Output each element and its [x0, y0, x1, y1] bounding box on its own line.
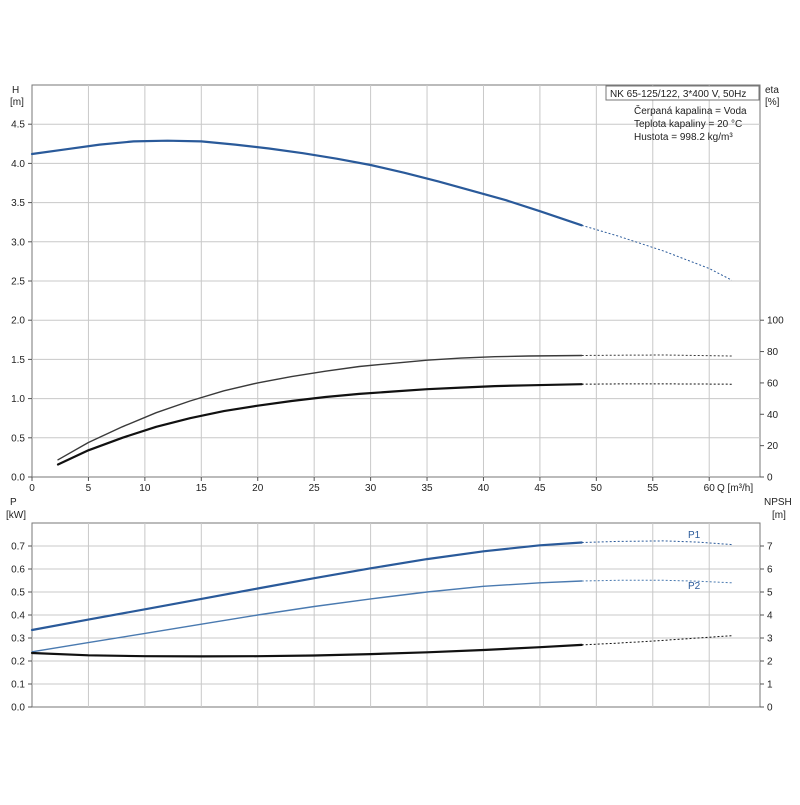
- head-curve-solid: [32, 141, 582, 226]
- bottom-left-tick-label: 0.3: [11, 634, 25, 645]
- x-tick-label: 0: [29, 483, 35, 494]
- top-left-tick-label: 2.0: [11, 316, 25, 327]
- bottom-right-axis-label-line2: [m]: [772, 510, 786, 521]
- tick-layer: 0.00.51.01.52.02.53.03.54.04.50204060801…: [11, 120, 784, 714]
- bottom-right-tick-label: 5: [767, 588, 773, 599]
- top-right-tick-label: 100: [767, 316, 784, 327]
- x-tick-label: 10: [139, 483, 151, 494]
- npsh-curve-solid: [32, 645, 582, 657]
- top-left-tick-label: 4.5: [11, 120, 25, 131]
- x-tick-label: 5: [86, 483, 92, 494]
- bottom-left-tick-label: 0.5: [11, 588, 25, 599]
- top-right-tick-label: 0: [767, 473, 773, 484]
- x-tick-label: 60: [704, 483, 716, 494]
- grid-layer: [32, 85, 760, 707]
- info-box-liquid: Čerpaná kapalina = Voda: [634, 104, 747, 117]
- top-right-tick-label: 40: [767, 410, 779, 421]
- bottom-left-tick-label: 0.4: [11, 611, 25, 622]
- bottom-right-tick-label: 7: [767, 542, 773, 553]
- p1-series-label: P1: [688, 530, 701, 541]
- x-tick-label: 25: [309, 483, 321, 494]
- top-right-tick-label: 60: [767, 378, 779, 389]
- x-tick-label: 50: [591, 483, 603, 494]
- top-left-tick-label: 3.5: [11, 198, 25, 209]
- x-tick-label: 55: [647, 483, 659, 494]
- top-left-tick-label: 3.0: [11, 237, 25, 248]
- top-left-tick-label: 2.5: [11, 277, 25, 288]
- x-axis-label: Q [m³/h]: [717, 483, 753, 494]
- info-box-temperature: Teplota kapaliny = 20 °C: [634, 119, 742, 130]
- x-tick-label: 20: [252, 483, 264, 494]
- bottom-left-tick-label: 0.7: [11, 542, 25, 553]
- bottom-right-tick-label: 6: [767, 565, 773, 576]
- bottom-right-tick-label: 2: [767, 657, 773, 668]
- bottom-right-tick-label: 3: [767, 634, 773, 645]
- top-right-axis-label-line1: eta: [765, 85, 779, 96]
- bottom-right-axis-label-line1: NPSH: [764, 497, 792, 508]
- top-left-tick-label: 1.0: [11, 394, 25, 405]
- eta-pump-curve-solid: [58, 384, 582, 464]
- info-box-density: Hustota = 998.2 kg/m³: [634, 132, 733, 143]
- top-right-axis-label-line2: [%]: [765, 97, 780, 108]
- bottom-left-tick-label: 0.6: [11, 565, 25, 576]
- x-tick-label: 15: [196, 483, 208, 494]
- top-left-tick-label: 4.0: [11, 159, 25, 170]
- bottom-left-axis-label-line2: [kW]: [6, 510, 26, 521]
- bottom-left-tick-label: 0.1: [11, 680, 25, 691]
- bottom-right-tick-label: 4: [767, 611, 773, 622]
- bottom-right-tick-label: 1: [767, 680, 773, 691]
- info-box-title: NK 65-125/122, 3*400 V, 50Hz: [610, 89, 746, 100]
- p2-series-label: P2: [688, 581, 701, 592]
- top-right-tick-label: 80: [767, 347, 779, 358]
- bottom-left-axis-label-line1: P: [10, 497, 17, 508]
- p1-curve-solid: [32, 543, 582, 631]
- bottom-left-tick-label: 0.2: [11, 657, 25, 668]
- top-left-axis-label-line1: H: [12, 85, 19, 96]
- info-box: NK 65-125/122, 3*400 V, 50Hz Čerpaná kap…: [606, 86, 759, 143]
- x-tick-label: 40: [478, 483, 490, 494]
- eta-total-curve-solid: [58, 356, 582, 460]
- top-right-tick-label: 20: [767, 441, 779, 452]
- top-left-tick-label: 0.5: [11, 433, 25, 444]
- x-tick-label: 30: [365, 483, 377, 494]
- x-tick-label: 35: [421, 483, 433, 494]
- x-tick-label: 45: [534, 483, 546, 494]
- bottom-left-tick-label: 0.0: [11, 703, 25, 714]
- top-left-tick-label: 0.0: [11, 473, 25, 484]
- top-left-axis-label-line2: [m]: [10, 97, 24, 108]
- bottom-right-tick-label: 0: [767, 703, 773, 714]
- top-left-tick-label: 1.5: [11, 355, 25, 366]
